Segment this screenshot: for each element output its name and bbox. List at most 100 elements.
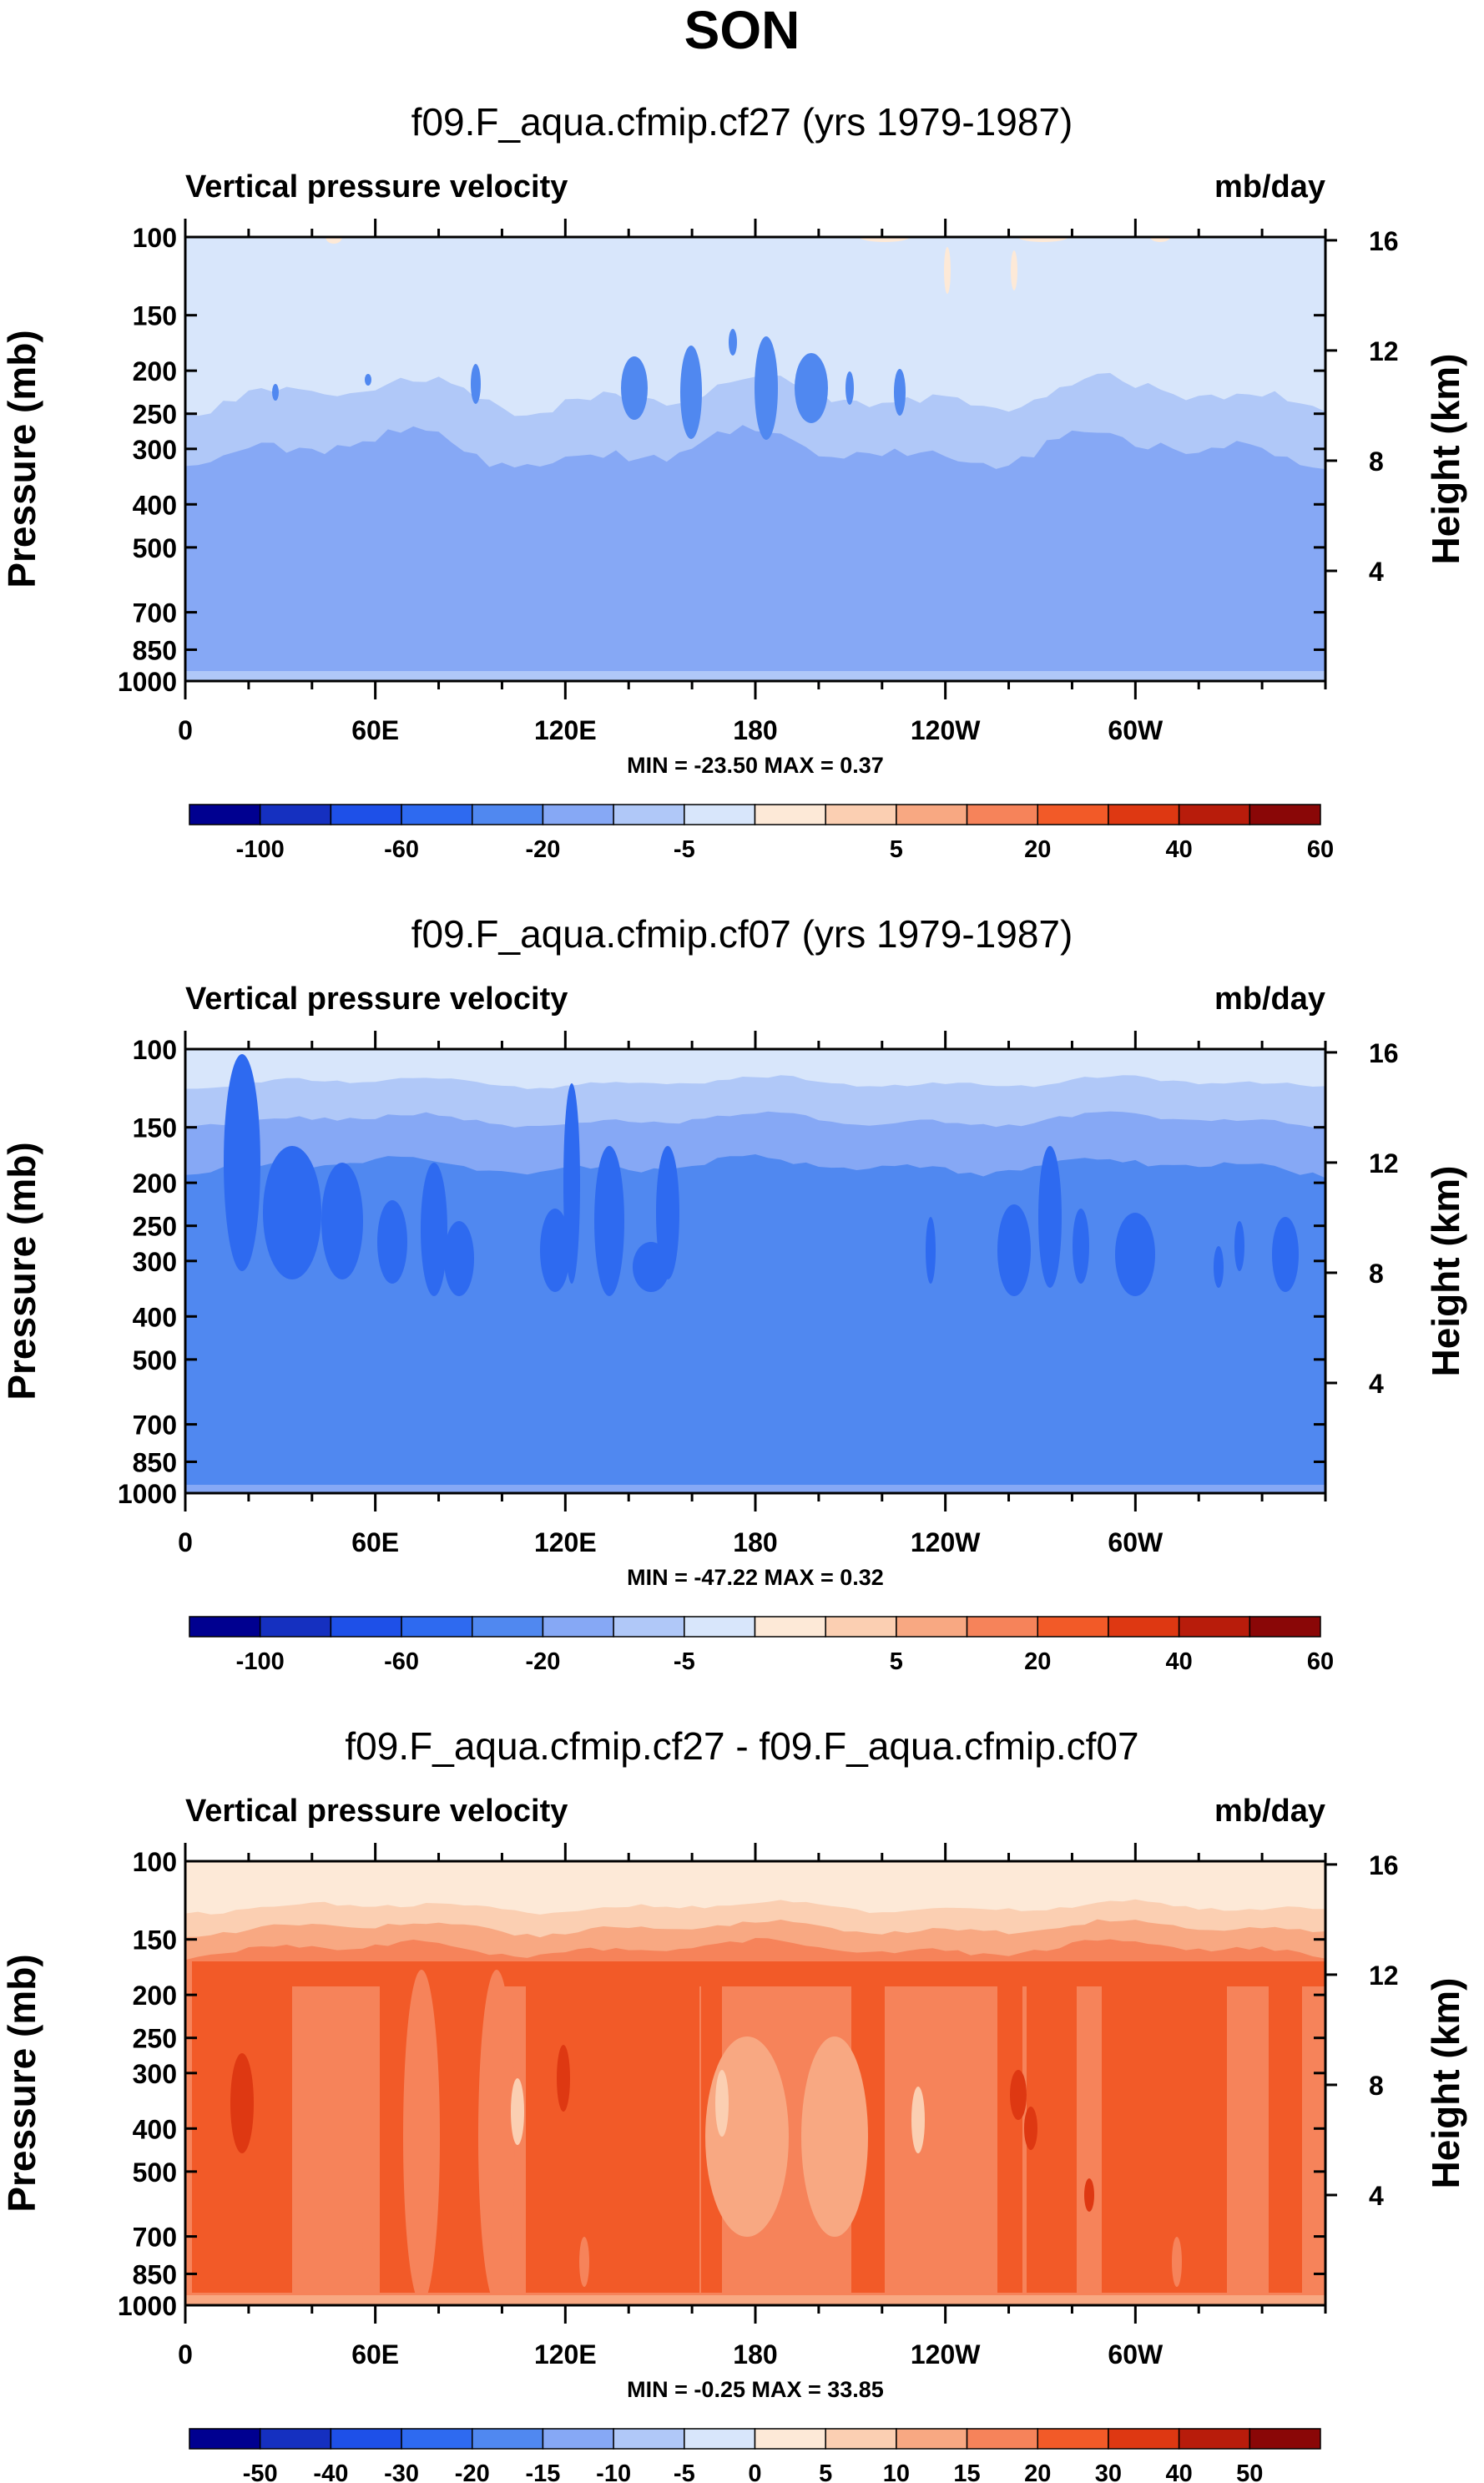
- contour-band: [1269, 1970, 1302, 2293]
- y-tick-label: 300: [133, 435, 177, 465]
- y2-tick-label: 8: [1369, 447, 1384, 477]
- colorbar-swatch: [259, 804, 332, 825]
- x-tick-label: 60E: [351, 1527, 399, 1557]
- colorbar-swatch: [1037, 2428, 1109, 2450]
- contour-cell: [656, 1146, 679, 1279]
- contour-band: [185, 671, 1325, 681]
- x-tick-label: 120E: [534, 715, 597, 745]
- colorbar-swatch: [825, 2428, 897, 2450]
- y-tick-label: 400: [133, 490, 177, 520]
- contour-cell: [557, 2045, 570, 2112]
- colorbar-label: -20: [525, 1648, 560, 1675]
- y-tick-label: 150: [133, 1925, 177, 1956]
- panel-2: f09.F_aqua.cfmip.cf07 (yrs 1979-1987) Ver…: [0, 912, 1467, 1675]
- colorbar-swatch: [613, 804, 685, 825]
- panel-1: f09.F_aqua.cfmip.cf27 (yrs 1979-1987) Ver…: [0, 100, 1467, 863]
- colorbar-label: 40: [1165, 1648, 1192, 1675]
- colorbar-label: 5: [819, 2460, 832, 2483]
- colorbar-swatch: [684, 804, 756, 825]
- contour-cell: [944, 247, 951, 294]
- contour-cell: [1272, 1217, 1299, 1292]
- y-tick-label: 100: [133, 1847, 177, 1877]
- colorbar-label: 20: [1024, 2460, 1051, 2483]
- y-tick-label: 700: [133, 2223, 177, 2253]
- contour-band: [192, 1961, 1325, 1986]
- y-tick-label: 400: [133, 1302, 177, 1332]
- colorbar-swatch: [1249, 804, 1321, 825]
- panel-title: f09.F_aqua.cfmip.cf27 - f09.F_aqua.cfmip…: [345, 1724, 1138, 1768]
- min-max-stats: MIN = -23.50 MAX = 0.37: [627, 753, 884, 778]
- contour-band: [185, 425, 1325, 681]
- colorbar-swatch: [542, 804, 614, 825]
- contour-cell: [1214, 1246, 1224, 1288]
- contour-cell: [929, 237, 937, 249]
- colorbar-swatch: [754, 1616, 826, 1638]
- y-tick-label: 250: [133, 2024, 177, 2054]
- colorbar-label: 30: [1095, 2460, 1122, 2483]
- contour-cell: [1115, 1213, 1155, 1296]
- y-tick-label: 500: [133, 2157, 177, 2188]
- colorbar-swatch: [896, 804, 968, 825]
- y-tick-label: 700: [133, 598, 177, 628]
- x-tick-label: 0: [178, 715, 193, 745]
- y-tick-label: 150: [133, 1113, 177, 1143]
- y2-axis-label: Height (km): [1424, 1978, 1467, 2189]
- colorbar-label: -100: [236, 836, 285, 863]
- contour-cell: [680, 346, 702, 439]
- y2-tick-label: 16: [1369, 226, 1399, 256]
- y2-tick-label: 12: [1369, 336, 1399, 366]
- min-max-stats: MIN = -47.22 MAX = 0.32: [627, 1565, 884, 1590]
- y-tick-label: 200: [133, 1168, 177, 1199]
- contour-cell: [1038, 1146, 1062, 1288]
- contour-band: [997, 1961, 1022, 2293]
- colorbar-label: 60: [1307, 836, 1334, 863]
- units-label: mb/day: [1214, 982, 1325, 1017]
- y-axis-label: Pressure (mb): [0, 330, 43, 588]
- y-tick-label: 1000: [118, 667, 177, 697]
- colorbar-swatch: [1249, 1616, 1321, 1638]
- contour-cell: [326, 237, 342, 244]
- y-tick-label: 250: [133, 400, 177, 430]
- contour-cell: [594, 1146, 624, 1296]
- colorbar-swatch: [613, 1616, 685, 1638]
- units-label: mb/day: [1214, 1794, 1325, 1829]
- contour-cell: [801, 2036, 868, 2237]
- contour-cell: [1234, 1221, 1244, 1271]
- colorbar-label: -60: [384, 1648, 419, 1675]
- contour-cell: [1172, 2237, 1182, 2287]
- colorbar-label: 40: [1165, 2460, 1192, 2483]
- panel-3: f09.F_aqua.cfmip.cf27 - f09.F_aqua.cfmip…: [0, 1724, 1467, 2483]
- contour-cell: [365, 374, 371, 386]
- x-tick-label: 120W: [911, 715, 981, 745]
- variable-label: Vertical pressure velocity: [185, 982, 568, 1017]
- colorbar-swatch: [825, 804, 897, 825]
- y-tick-label: 1000: [118, 2291, 177, 2321]
- contour-cell: [403, 1970, 440, 2304]
- colorbar-label: 0: [748, 2460, 761, 2483]
- y-tick-label: 850: [133, 2259, 177, 2289]
- contour-cell: [715, 2070, 729, 2137]
- contour-cell: [272, 384, 279, 401]
- colorbar-swatch: [1037, 1616, 1109, 1638]
- colorbar-label: 5: [890, 1648, 903, 1675]
- colorbar-label: -50: [243, 2460, 278, 2483]
- contour-cell: [230, 2053, 254, 2153]
- contour-cell: [1011, 250, 1017, 290]
- x-tick-label: 60W: [1108, 2339, 1163, 2369]
- y2-tick-label: 4: [1369, 2181, 1384, 2211]
- colorbar-label: -15: [525, 2460, 560, 2483]
- y-tick-label: 1000: [118, 1479, 177, 1509]
- panels: f09.F_aqua.cfmip.cf27 (yrs 1979-1987) Ver…: [0, 100, 1467, 2483]
- colorbar-swatch: [613, 2428, 685, 2450]
- contour-cell: [1010, 2070, 1027, 2120]
- y-tick-label: 850: [133, 635, 177, 665]
- contour-cell: [621, 356, 648, 420]
- contour-field: [185, 237, 1325, 681]
- y2-tick-label: 8: [1369, 1259, 1384, 1289]
- y-axis-label: Pressure (mb): [0, 1142, 43, 1400]
- contour-cell: [579, 2237, 589, 2287]
- y-tick-label: 150: [133, 301, 177, 331]
- y2-tick-label: 4: [1369, 1369, 1384, 1399]
- y2-tick-label: 16: [1369, 1038, 1399, 1068]
- colorbar-label: 60: [1307, 1648, 1334, 1675]
